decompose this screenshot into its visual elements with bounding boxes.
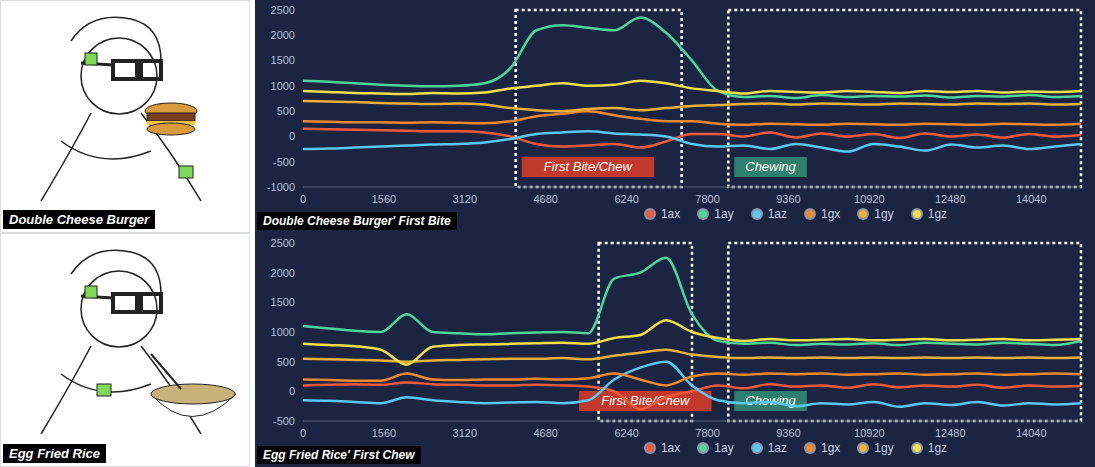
svg-text:3120: 3120 [453,427,477,439]
html-text:1gx: 1gx [821,441,841,455]
svg-text:0: 0 [300,427,306,439]
svg-text:2000: 2000 [271,267,295,279]
svg-text:6240: 6240 [614,193,638,205]
svg-text:4680: 4680 [533,193,557,205]
svg-text:3120: 3120 [453,193,477,205]
svg-text:-1000: -1000 [267,181,295,193]
svg-text:14040: 14040 [1016,193,1047,205]
html-text:1gy: 1gy [874,207,894,221]
html-text:1ay: 1ay [714,441,734,455]
svg-text:6240: 6240 [614,427,638,439]
html-text:1ay: 1ay [714,207,734,221]
html-text:1gz: 1gz [927,441,948,455]
html-text:Egg Fried Rice' First Chew: Egg Fried Rice' First Chew [263,448,415,462]
svg-text:7800: 7800 [695,193,719,205]
html-text:1az: 1az [767,207,787,221]
svg-text:-500: -500 [273,415,295,427]
svg-text:4680: 4680 [533,427,557,439]
svg-text:1500: 1500 [271,54,295,66]
svg-text:0: 0 [300,193,306,205]
svg-text:2500: 2500 [271,237,295,249]
svg-text:7800: 7800 [695,427,719,439]
svg-text:500: 500 [277,105,295,117]
svg-text:Chewing: Chewing [745,393,796,408]
svg-text:0: 0 [289,385,295,397]
html-text:Egg Fried Rice: Egg Fried Rice [9,446,100,461]
svg-text:14040: 14040 [1016,427,1047,439]
svg-text:First Bite/Chew: First Bite/Chew [544,159,634,174]
html-text:1ax: 1ax [660,207,681,221]
html-text:1ax: 1ax [660,441,681,455]
svg-text:Chewing: Chewing [745,159,796,174]
svg-text:9360: 9360 [776,427,800,439]
svg-text:First Bite/Chew: First Bite/Chew [601,393,690,408]
html-text:1gx: 1gx [821,207,841,221]
html-text:1gz: 1gz [927,207,948,221]
html-text:Double Cheese Burger: Double Cheese Burger [9,212,150,227]
svg-text:1560: 1560 [372,427,396,439]
svg-text:-500: -500 [273,156,295,168]
svg-text:10920: 10920 [854,427,885,439]
svg-text:1500: 1500 [271,296,295,308]
svg-text:9360: 9360 [776,193,800,205]
svg-text:10920: 10920 [854,193,885,205]
svg-text:12480: 12480 [935,193,966,205]
html-text:1az: 1az [767,441,787,455]
html-text:Double Cheese Burger' First Bi: Double Cheese Burger' First Bite [263,214,451,228]
svg-text:1000: 1000 [271,326,295,338]
svg-text:1000: 1000 [271,80,295,92]
html-text:1gy: 1gy [874,441,894,455]
svg-text:2500: 2500 [271,4,295,16]
svg-text:12480: 12480 [935,427,966,439]
svg-text:1560: 1560 [372,193,396,205]
svg-text:500: 500 [277,356,295,368]
svg-text:2000: 2000 [271,29,295,41]
svg-text:0: 0 [289,130,295,142]
